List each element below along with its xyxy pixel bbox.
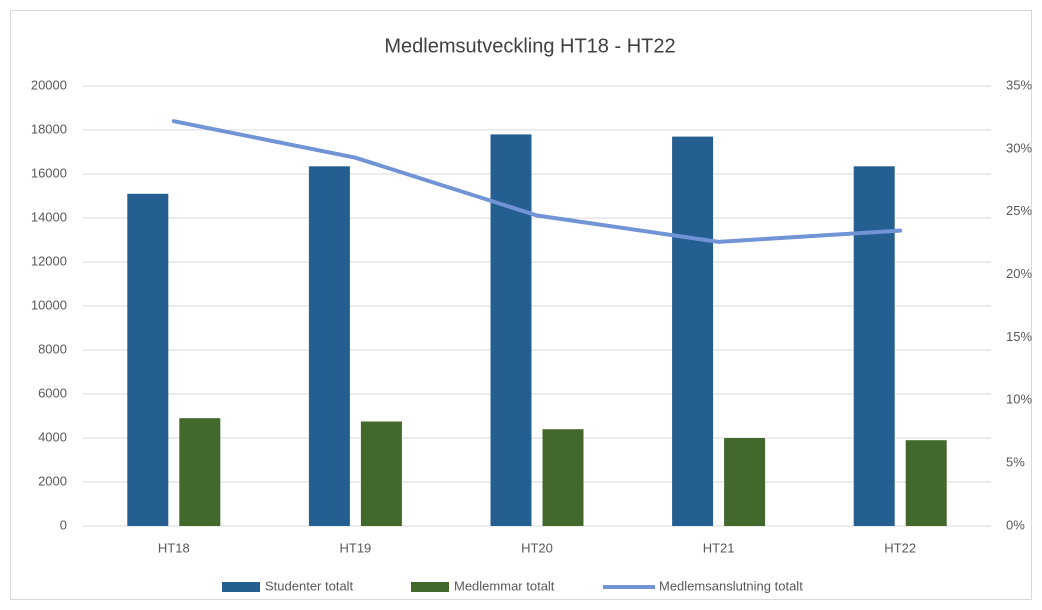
y2-tick-label: 30% [1006,140,1032,155]
legend-marker [411,582,449,592]
y-tick-label: 0 [60,517,67,532]
y2-tick-label: 35% [1006,77,1032,92]
x-tick-label: HT20 [521,540,553,555]
chart-title: Medlemsutveckling HT18 - HT22 [384,35,675,57]
y-tick-label: 8000 [38,341,67,356]
y-tick-label: 2000 [38,473,67,488]
y-tick-label: 4000 [38,429,67,444]
y2-tick-label: 10% [1006,392,1032,407]
bar [853,166,895,527]
bar [542,429,584,526]
bar [179,418,221,526]
bar [905,440,947,526]
bar [490,134,532,526]
y-tick-label: 6000 [38,385,67,400]
y-tick-label: 14000 [31,209,67,224]
bar [360,421,402,526]
bar [308,166,350,527]
y-tick-label: 12000 [31,253,67,268]
line-series [171,119,903,244]
y2-tick-label: 15% [1006,329,1032,344]
y-tick-label: 18000 [31,121,67,136]
legend-label: Medlemmar totalt [454,578,555,593]
x-tick-label: HT22 [884,540,916,555]
y2-tick-label: 20% [1006,266,1032,281]
x-tick-label: HT18 [158,540,190,555]
bar [724,438,766,526]
y-tick-label: 10000 [31,297,67,312]
legend-marker [222,582,260,592]
legend-label: Medlemsanslutning totalt [659,578,803,593]
y-tick-label: 20000 [31,77,67,92]
x-tick-label: HT19 [340,540,372,555]
x-tick-label: HT21 [703,540,735,555]
y2-tick-label: 25% [1006,203,1032,218]
bar [672,136,714,526]
y2-tick-label: 5% [1006,455,1025,470]
bar [127,193,169,527]
legend-label: Studenter totalt [265,578,354,593]
y2-tick-label: 0% [1006,517,1025,532]
y-tick-label: 16000 [31,165,67,180]
